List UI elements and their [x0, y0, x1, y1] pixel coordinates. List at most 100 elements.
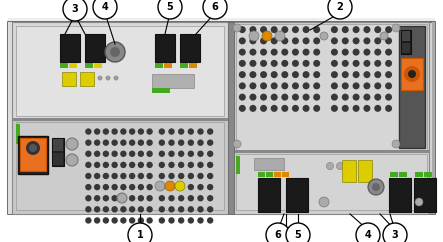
Circle shape — [178, 139, 184, 146]
Circle shape — [175, 181, 185, 191]
Circle shape — [120, 195, 127, 201]
Circle shape — [207, 206, 214, 212]
Circle shape — [303, 26, 310, 33]
Circle shape — [112, 184, 118, 190]
Circle shape — [331, 49, 338, 56]
Bar — [236, 156, 240, 174]
Circle shape — [159, 139, 165, 146]
Circle shape — [337, 162, 343, 169]
Circle shape — [197, 206, 204, 212]
Circle shape — [239, 94, 246, 101]
Bar — [16, 26, 224, 116]
Circle shape — [103, 151, 109, 157]
Bar — [401, 30, 411, 54]
Circle shape — [85, 195, 92, 201]
Circle shape — [85, 139, 92, 146]
Circle shape — [385, 37, 392, 44]
Circle shape — [374, 105, 381, 112]
Circle shape — [326, 162, 334, 169]
Circle shape — [97, 76, 102, 81]
Circle shape — [353, 71, 360, 78]
Circle shape — [128, 223, 152, 242]
Circle shape — [353, 105, 360, 112]
Bar — [152, 74, 194, 88]
Circle shape — [120, 217, 127, 224]
Circle shape — [112, 162, 118, 168]
Bar — [16, 124, 20, 144]
Circle shape — [159, 128, 165, 135]
Circle shape — [363, 26, 370, 33]
Circle shape — [188, 162, 194, 168]
Circle shape — [120, 206, 127, 212]
Circle shape — [385, 105, 392, 112]
Circle shape — [292, 60, 299, 67]
Circle shape — [197, 195, 204, 201]
Circle shape — [94, 184, 100, 190]
Circle shape — [313, 60, 320, 67]
Circle shape — [249, 60, 256, 67]
Text: 3: 3 — [72, 4, 78, 14]
Text: 4: 4 — [101, 2, 109, 12]
Circle shape — [147, 128, 153, 135]
Circle shape — [178, 162, 184, 168]
Text: 6: 6 — [275, 230, 281, 240]
Circle shape — [342, 60, 349, 67]
Circle shape — [342, 94, 349, 101]
Circle shape — [168, 139, 175, 146]
Circle shape — [353, 82, 360, 89]
Circle shape — [249, 105, 256, 112]
Circle shape — [147, 184, 153, 190]
Circle shape — [328, 0, 352, 19]
Circle shape — [112, 206, 118, 212]
Circle shape — [281, 26, 288, 33]
Bar — [53, 139, 63, 151]
Circle shape — [165, 181, 175, 191]
Circle shape — [188, 184, 194, 190]
Bar — [254, 158, 284, 170]
Circle shape — [188, 128, 194, 135]
Circle shape — [147, 206, 153, 212]
Circle shape — [249, 49, 256, 56]
Circle shape — [281, 49, 288, 56]
Circle shape — [374, 49, 381, 56]
Bar — [358, 160, 372, 182]
Circle shape — [207, 128, 214, 135]
Circle shape — [271, 37, 278, 44]
Circle shape — [353, 60, 360, 67]
Circle shape — [331, 94, 338, 101]
Bar — [164, 63, 172, 68]
Bar — [94, 63, 102, 68]
Circle shape — [110, 47, 120, 57]
Circle shape — [129, 173, 135, 179]
Circle shape — [392, 24, 400, 32]
Circle shape — [313, 37, 320, 44]
Circle shape — [368, 179, 384, 195]
Bar — [180, 34, 200, 62]
Bar — [69, 63, 77, 68]
Circle shape — [319, 197, 329, 207]
Circle shape — [94, 195, 100, 201]
Circle shape — [260, 60, 267, 67]
Circle shape — [178, 184, 184, 190]
Circle shape — [197, 139, 204, 146]
Circle shape — [188, 151, 194, 157]
Circle shape — [372, 183, 380, 191]
Circle shape — [313, 105, 320, 112]
Circle shape — [85, 173, 92, 179]
Circle shape — [374, 94, 381, 101]
Circle shape — [168, 162, 175, 168]
Circle shape — [94, 206, 100, 212]
Circle shape — [363, 94, 370, 101]
Bar — [266, 172, 273, 177]
Bar — [399, 172, 407, 177]
Circle shape — [303, 82, 310, 89]
Circle shape — [342, 105, 349, 112]
Circle shape — [129, 151, 135, 157]
Circle shape — [85, 184, 92, 190]
Circle shape — [94, 139, 100, 146]
Circle shape — [159, 184, 165, 190]
Bar — [234, 150, 429, 153]
Circle shape — [408, 70, 416, 78]
Circle shape — [147, 173, 153, 179]
Circle shape — [313, 94, 320, 101]
